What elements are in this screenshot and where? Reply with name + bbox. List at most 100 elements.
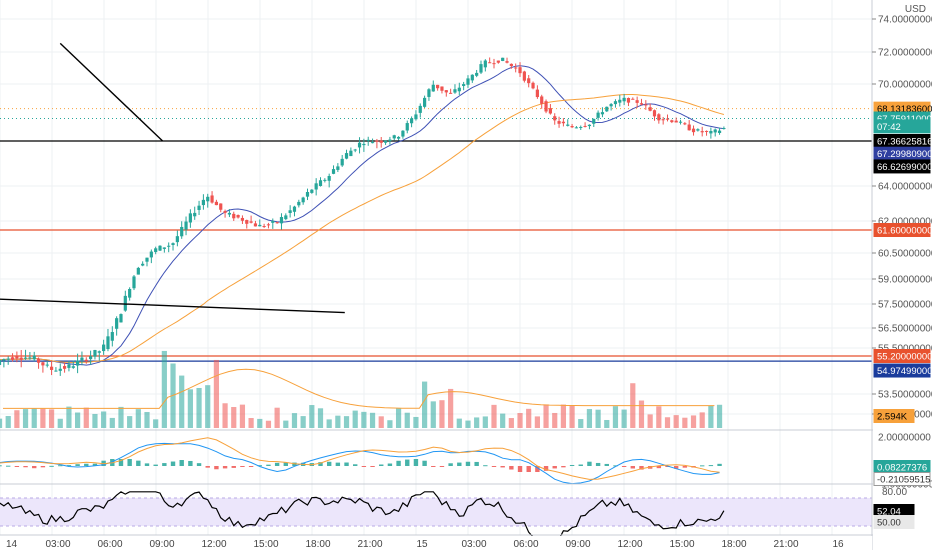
macd-histogram-bar [136,460,141,466]
candle-body [206,196,210,202]
volume-bar [500,413,506,428]
candle-body [258,224,262,227]
candle-body [449,92,453,94]
volume-bar [690,415,697,428]
candle-body [557,121,561,124]
time-tick-label: 09:00 [149,539,174,550]
volume-bar [387,420,393,428]
time-tick-label: 03:00 [461,539,486,550]
candle-body [71,366,75,368]
candle-body [717,130,722,133]
volume-bar [40,408,46,428]
price-tick-label: 59.00000000 [878,275,932,286]
candle-body [631,98,635,100]
volume-bar [135,409,141,428]
price-badge: 67.36625816 [877,137,932,148]
candle-body [115,318,119,329]
candle-body [184,221,188,230]
volume-bar [317,408,324,428]
candle-body [665,118,670,120]
candle-body [275,222,279,224]
candle-body [713,129,717,133]
candle-body [197,205,201,210]
volume-bar [248,418,254,428]
candle-body [102,344,106,352]
candle-body [171,243,175,245]
macd-histogram-bar [75,464,80,466]
macd-histogram-bar [387,463,393,466]
candle-body [80,357,84,361]
macd-histogram-bar [318,462,323,466]
macd-histogram-bar [32,466,37,469]
candle-body [201,199,205,206]
price-levels[interactable] [0,108,872,362]
macd-histogram-bar [144,463,150,466]
price-badge-bg [873,349,931,363]
candle-body [462,84,466,86]
candle-body [531,82,535,89]
macd-histogram-bar [474,461,479,466]
volume-bar [456,418,462,428]
macd-histogram-bar [439,466,445,467]
support-trendline [0,298,345,314]
macd-histogram-bar [526,466,531,472]
candle-body [167,245,171,247]
volume-bar [257,418,263,428]
price-axis-background [873,0,932,550]
candle-body [175,236,179,243]
candle-body [466,78,470,85]
candle-body [336,166,340,170]
macd-histogram-bar [535,466,540,472]
volume-bar [48,409,55,428]
price-badge: 55.20000000 [877,352,932,363]
price-tick-label: 56.50000000 [878,324,932,335]
price-badges: 68.1318360067.7591100007:4267.3662581667… [873,101,932,529]
candle-body [423,97,427,107]
macd-histogram-bar [422,460,427,466]
volume-bar [517,413,523,428]
candle-body [570,126,574,128]
volume-bar [491,404,497,428]
macd-badge: 0.08227376 [877,463,927,474]
candle-body [388,139,392,142]
time-tick-label: 14 [6,539,18,550]
time-tick-label: 21:00 [357,539,382,550]
volume-bar [161,350,167,428]
volume-bar [612,406,619,428]
macd-histogram-bar [222,466,228,469]
price-badge: 61.60000000 [877,226,932,237]
volume-bar [604,419,610,428]
volume-bar [482,416,488,428]
candle-body [180,226,184,237]
volume-bar [0,418,3,428]
candle-body [544,101,548,112]
time-tick-label: 18:00 [305,539,330,550]
rsi-mid-badge: 50.00 [877,518,901,529]
trendlines[interactable] [0,42,345,314]
candle-body [605,106,609,112]
macd-histogram-bar [205,466,210,468]
candle-body [505,61,509,63]
candle-body [509,63,513,67]
candle-body [292,206,297,212]
candle-body [89,356,93,360]
candle-body [19,357,23,360]
candle-body [687,124,691,131]
candle-body [618,99,622,103]
macd-histogram-bar [292,462,297,466]
volume-bar [144,411,150,428]
time-axis[interactable]: 14 03:00 06:00 09:00 12:00 15:00 18:00 21:00 15 0… [0,536,872,550]
candle-body [444,90,448,93]
volume-bar [352,410,358,428]
candle-body [670,120,674,123]
candle-body [436,84,440,89]
candle-body [375,140,379,142]
macd-histogram-bar [552,466,557,469]
candle-body [310,189,314,193]
currency-label: USD [905,4,926,15]
rsi-background [0,497,872,527]
